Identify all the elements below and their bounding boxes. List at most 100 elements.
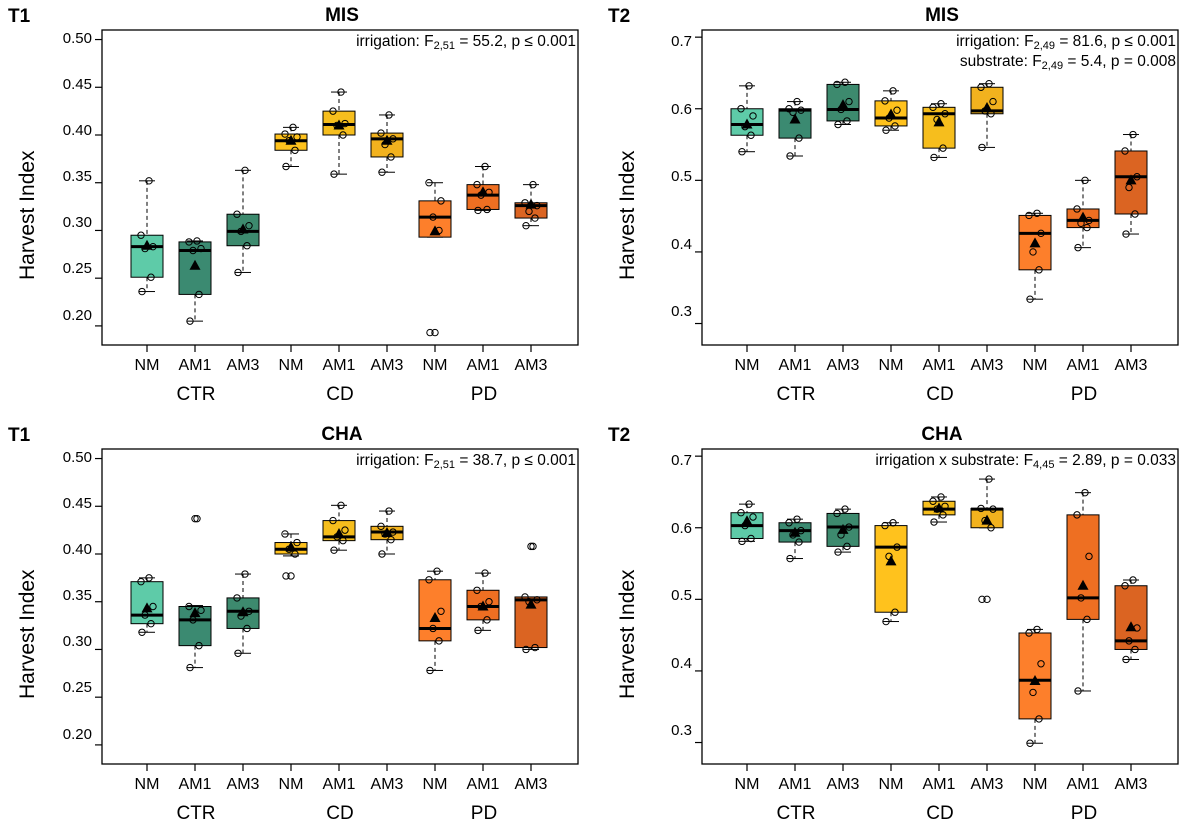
y-tick-label: 0.4 (671, 236, 692, 253)
data-point (137, 577, 145, 586)
data-point (1122, 655, 1130, 664)
category-label: AM3 (970, 357, 1004, 374)
data-point (389, 135, 397, 143)
data-point (845, 523, 853, 531)
panel-t1-mis: T1 MIS Harvest Index irrigation: F2,51 =… (0, 0, 600, 419)
data-point (1077, 594, 1085, 602)
data-point (793, 97, 801, 106)
data-point (1029, 688, 1037, 697)
mean-marker (789, 113, 801, 124)
y-tick-label: 0.6 (671, 101, 692, 118)
data-point (747, 534, 755, 543)
data-point (745, 500, 753, 508)
category-label: AM1 (1066, 776, 1100, 793)
data-point (882, 126, 890, 134)
data-point (185, 238, 193, 246)
data-point (833, 509, 841, 518)
data-point (833, 80, 841, 89)
stats-annotation: irrigation x substrate: F4,45 = 2.89, p … (875, 451, 1176, 471)
data-point (797, 106, 805, 114)
outlier-point (527, 542, 535, 551)
mean-marker (525, 198, 537, 209)
category-label: NM (734, 357, 760, 374)
data-point (1125, 637, 1133, 645)
data-point (435, 637, 443, 645)
data-point (843, 542, 851, 551)
mean-marker (477, 600, 489, 611)
box (874, 525, 908, 613)
data-point (1121, 147, 1129, 155)
data-point (785, 519, 793, 527)
data-point (389, 528, 397, 536)
mean-marker (981, 514, 993, 525)
y-tick-label: 0.5 (671, 587, 692, 604)
y-tick-label: 0.30 (62, 633, 92, 650)
data-point (891, 608, 899, 616)
mean-marker (1029, 674, 1041, 685)
mean-marker (333, 119, 345, 130)
category-label: AM3 (514, 776, 548, 793)
data-point (738, 537, 746, 546)
data-point (481, 162, 489, 171)
data-point (243, 624, 251, 633)
category-label: AM1 (778, 357, 812, 374)
data-point (937, 493, 945, 501)
stats-annotation: irrigation: F2,51 = 55.2, p ≤ 0.001 (356, 32, 576, 52)
data-point (429, 624, 437, 633)
data-point (138, 628, 146, 636)
mean-marker (237, 606, 249, 617)
data-point (786, 554, 794, 563)
mean-marker (741, 118, 753, 129)
data-point (737, 509, 745, 517)
plot-area (95, 29, 579, 352)
data-point (843, 117, 851, 125)
data-point (197, 244, 205, 253)
mean-marker (477, 186, 489, 197)
data-point (245, 607, 253, 615)
stats-line-1: irrigation x substrate: F4,45 = 2.89, p … (875, 452, 1176, 471)
data-point (337, 501, 345, 510)
data-point (241, 570, 249, 578)
data-point (834, 120, 842, 129)
data-point (738, 148, 746, 156)
data-point (749, 513, 757, 521)
y-tick-label: 0.20 (62, 726, 92, 743)
data-point (145, 574, 153, 582)
category-label: AM3 (970, 776, 1004, 793)
category-label: NM (734, 776, 760, 793)
data-point (841, 505, 849, 513)
data-point (481, 569, 489, 577)
data-point (1129, 576, 1137, 584)
group-label: CTR (776, 803, 816, 824)
group-label: CTR (776, 384, 816, 405)
data-point (531, 643, 539, 652)
panel-title: CHA (321, 424, 363, 445)
mean-marker (789, 526, 801, 537)
data-point (485, 598, 493, 606)
plot-area (95, 448, 579, 771)
group-label: CTR (176, 384, 216, 405)
data-point (1085, 552, 1093, 561)
mean-marker (381, 527, 393, 537)
data-point (1025, 211, 1033, 220)
box (1066, 514, 1100, 620)
y-tick-label: 0.25 (62, 260, 92, 277)
data-point (385, 111, 393, 119)
mean-marker (429, 611, 441, 622)
y-tick-label: 0.6 (671, 520, 692, 537)
mean-marker (885, 555, 897, 566)
data-point (533, 596, 541, 604)
data-point (978, 595, 986, 604)
data-point (233, 594, 241, 602)
group-label: CD (926, 803, 954, 824)
data-point (1029, 248, 1037, 256)
box (1114, 150, 1148, 215)
data-point (429, 213, 437, 221)
data-point (282, 572, 290, 580)
category-label: NM (134, 357, 160, 374)
data-point (1133, 173, 1141, 181)
data-point (149, 602, 157, 611)
data-point (339, 131, 347, 139)
category-label: AM1 (778, 776, 812, 793)
category-label: AM3 (370, 776, 404, 793)
